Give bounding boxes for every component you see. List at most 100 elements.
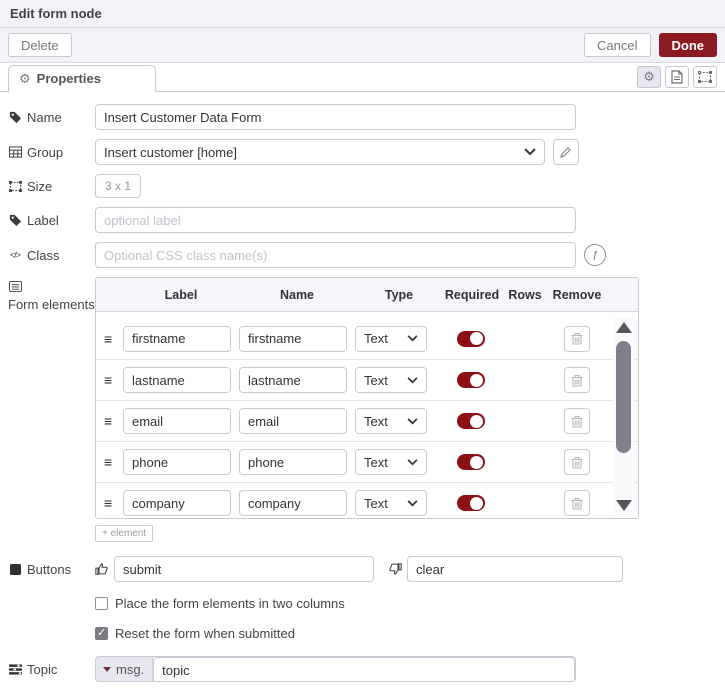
drag-handle-icon[interactable]: ≡: [104, 495, 113, 511]
pencil-icon: [560, 146, 572, 158]
scrollbar-track[interactable]: [613, 333, 635, 500]
form-element-row: ≡ Text: [96, 359, 638, 400]
remove-element-button[interactable]: [564, 325, 590, 352]
submit-button-text-input[interactable]: [114, 556, 374, 582]
size-button[interactable]: 3 x 1: [95, 174, 142, 198]
fx-icon: ƒ: [592, 249, 598, 261]
form-elements-table-header: Label Name Type Required Rows Remove: [96, 278, 638, 312]
drag-handle-icon[interactable]: ≡: [104, 330, 113, 347]
two-columns-option[interactable]: Place the form elements in two columns: [95, 596, 717, 611]
properties-panel: Name Group Insert customer [home]: [0, 92, 725, 696]
size-label: Size: [8, 179, 95, 194]
description-tab-button[interactable]: [665, 66, 689, 88]
chevron-down-icon: [407, 499, 418, 507]
remove-element-button[interactable]: [564, 408, 590, 434]
element-type-select[interactable]: Text: [355, 408, 427, 434]
trash-icon: [571, 415, 583, 428]
buttons-label: Buttons: [8, 562, 95, 577]
element-type-select[interactable]: Text: [355, 325, 427, 352]
class-label: </> Class: [9, 247, 60, 263]
toolbar-right-group: Cancel Done: [584, 33, 717, 57]
topic-type-button[interactable]: msg.: [96, 657, 154, 681]
square-icon: [8, 563, 22, 575]
delete-button[interactable]: Delete: [8, 33, 72, 57]
class-row: </> Class ƒ: [8, 242, 717, 268]
element-name-input[interactable]: [239, 490, 347, 516]
trash-icon: [571, 332, 583, 345]
dynamic-property-button[interactable]: ƒ: [584, 244, 606, 266]
list-alt-icon: [8, 281, 22, 292]
element-label-input[interactable]: [123, 408, 231, 434]
class-input[interactable]: [95, 242, 576, 268]
scrollbar-thumb[interactable]: [616, 341, 631, 453]
tab-properties[interactable]: ⚙ Properties: [8, 65, 156, 92]
form-element-row: ≡ Text: [96, 400, 638, 441]
form-elements-row: Form elements Label Name Type Required R…: [8, 277, 717, 519]
required-toggle[interactable]: [457, 372, 485, 388]
add-element-button[interactable]: + element: [95, 525, 154, 542]
drag-handle-icon[interactable]: ≡: [104, 372, 113, 388]
two-columns-label: Place the form elements in two columns: [115, 596, 345, 611]
dialog-toolbar: Delete Cancel Done: [0, 28, 725, 63]
gear-icon: ⚙: [19, 70, 31, 86]
dialog-title: Edit form node: [10, 6, 102, 21]
element-name-input[interactable]: [239, 325, 347, 352]
two-columns-checkbox[interactable]: [95, 597, 108, 610]
element-type-select[interactable]: Text: [355, 449, 427, 475]
required-toggle[interactable]: [457, 413, 485, 429]
header-rows: Rows: [508, 287, 542, 302]
header-required: Required: [444, 287, 500, 302]
clear-group: [388, 556, 623, 582]
done-button[interactable]: Done: [658, 33, 717, 57]
element-name-input[interactable]: [239, 449, 347, 475]
scroll-down-arrow[interactable]: [616, 500, 632, 511]
scroll-up-arrow[interactable]: [616, 322, 632, 333]
element-label-input[interactable]: [123, 325, 231, 352]
element-label-input[interactable]: [123, 367, 231, 393]
required-toggle[interactable]: [457, 454, 485, 470]
object-group-icon: [8, 180, 22, 192]
gear-icon: ⚙: [643, 69, 655, 84]
properties-tab-button[interactable]: ⚙: [637, 66, 661, 88]
element-label-input[interactable]: [123, 490, 231, 516]
table-scrollbar[interactable]: [613, 318, 635, 515]
form-element-row: ≡ Text: [96, 482, 638, 518]
reset-on-submit-label: Reset the form when submitted: [115, 626, 295, 641]
editor-tab-bar: ⚙ Properties ⚙: [0, 63, 725, 92]
trash-icon: [571, 456, 583, 469]
chevron-down-icon: [407, 376, 418, 384]
remove-element-button[interactable]: [564, 367, 590, 393]
element-name-input[interactable]: [239, 367, 347, 393]
group-select[interactable]: Insert customer [home]: [95, 139, 545, 165]
reset-on-submit-checkbox[interactable]: [95, 626, 108, 640]
remove-element-button[interactable]: [564, 490, 590, 516]
appearance-tab-button[interactable]: [693, 66, 717, 88]
topic-input[interactable]: [153, 657, 575, 681]
drag-handle-icon[interactable]: ≡: [104, 413, 113, 429]
header-type: Type: [384, 287, 414, 302]
tag-icon: [8, 111, 22, 124]
topic-row: Topic msg.: [8, 656, 717, 682]
name-input[interactable]: [95, 104, 576, 130]
remove-element-button[interactable]: [564, 449, 590, 475]
required-toggle[interactable]: [457, 330, 485, 347]
required-toggle[interactable]: [457, 495, 485, 511]
tasks-icon: [8, 663, 22, 675]
code-icon: </>: [9, 250, 21, 260]
header-name: Name: [279, 287, 315, 302]
label-label: Label: [8, 213, 95, 228]
element-name-input[interactable]: [239, 408, 347, 434]
group-select-value: Insert customer [home]: [104, 144, 237, 160]
cancel-button[interactable]: Cancel: [584, 33, 651, 57]
element-type-select[interactable]: Text: [355, 490, 427, 516]
label-input[interactable]: [95, 207, 576, 233]
reset-on-submit-option[interactable]: Reset the form when submitted: [95, 626, 717, 641]
buttons-row: Buttons: [8, 556, 717, 582]
thumbs-up-icon: [95, 562, 109, 576]
drag-handle-icon[interactable]: ≡: [104, 454, 113, 470]
element-type-select[interactable]: Text: [355, 367, 427, 393]
edit-group-button[interactable]: [553, 139, 579, 165]
label-row: Label: [8, 207, 717, 233]
element-label-input[interactable]: [123, 449, 231, 475]
clear-button-text-input[interactable]: [407, 556, 623, 582]
